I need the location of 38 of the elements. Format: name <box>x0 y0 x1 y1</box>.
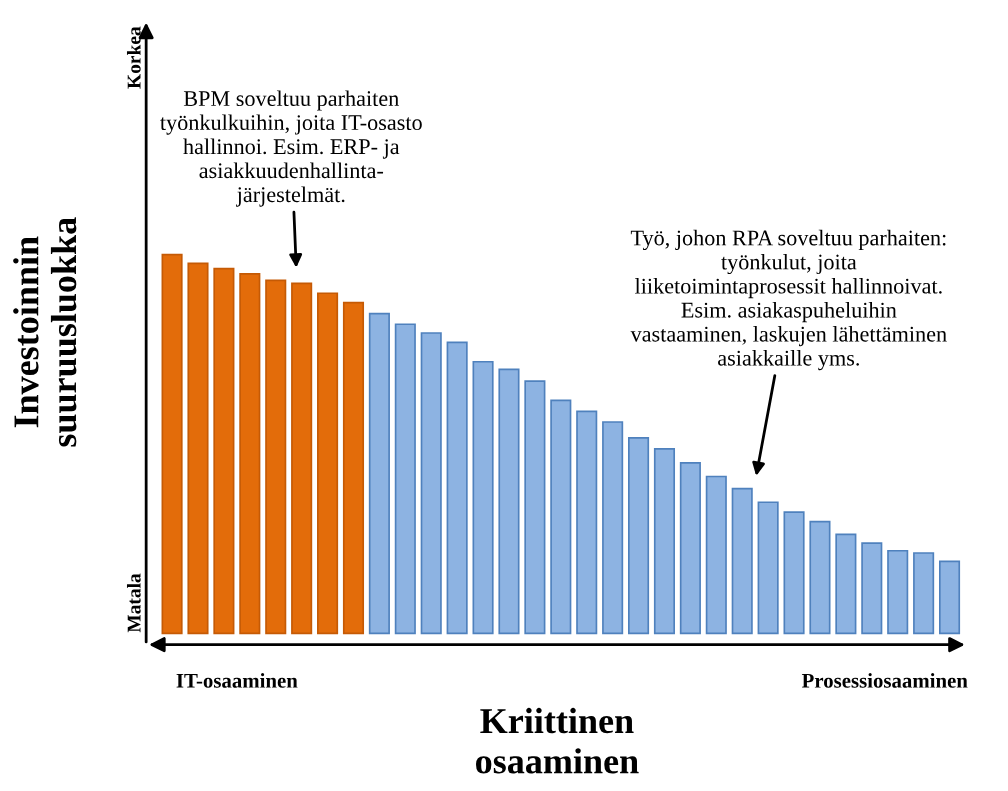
bar <box>498 368 520 635</box>
bar <box>653 448 676 635</box>
bar <box>705 475 727 635</box>
bar <box>161 253 183 635</box>
bar <box>265 279 287 635</box>
bar <box>887 549 909 635</box>
bar <box>861 542 883 635</box>
bar <box>368 312 390 635</box>
bar <box>913 552 935 635</box>
bar <box>420 332 442 635</box>
annotation: Työ, johon RPA soveltuu parhaiten: työnkulut, joita liiketoimintaprosessit hallinnoivat. Esim. asiakaspuheluihin vastaaminen, laskujen lähettäminen asiakkaille yms. <box>630 229 947 371</box>
bar <box>809 520 831 635</box>
bar <box>239 273 261 635</box>
bar <box>213 267 235 635</box>
text: Korkea <box>126 26 141 89</box>
text: Matala <box>126 573 141 633</box>
bar <box>317 292 339 635</box>
bar <box>757 501 779 635</box>
bar <box>835 533 857 635</box>
bar <box>187 262 209 635</box>
bar <box>524 380 546 635</box>
text: Prosessiosaaminen <box>801 673 968 688</box>
bar <box>291 282 313 635</box>
bar <box>628 437 650 635</box>
bar <box>576 410 598 635</box>
bar <box>731 487 753 635</box>
bar <box>550 399 572 635</box>
bar <box>602 421 624 635</box>
bar <box>679 462 701 635</box>
text: IT-osaaminen <box>176 673 298 688</box>
y-axis-title: Investoinnin suuruusluokka <box>13 217 77 447</box>
bar <box>446 341 468 635</box>
bar <box>394 323 416 635</box>
bar <box>472 360 494 635</box>
x-axis-title: Kriittinen osaaminen <box>476 707 639 774</box>
text: BPM soveltuu parhaiten työnkulkuihin, joita IT-osasto hallinnoi. Esim. ERP- ja asiakkuudenhallinta- järjestelmät. <box>160 90 422 207</box>
bar <box>783 511 805 635</box>
bar <box>342 301 365 635</box>
